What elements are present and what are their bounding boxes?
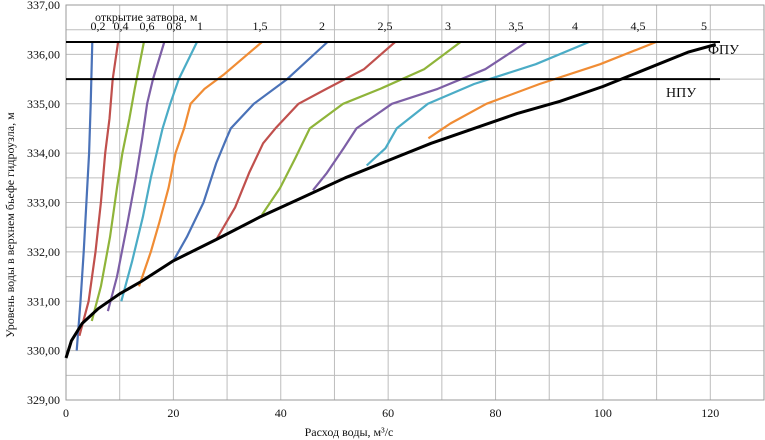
series-label: 4,5: [631, 19, 646, 33]
series-line-1-5: [137, 41, 263, 287]
x-tick-label: 0: [63, 406, 69, 420]
plot-frame: [65, 4, 765, 401]
y-tick-label: 330,00: [27, 344, 60, 358]
series-label: 0,2: [91, 19, 106, 33]
series-label: 1,5: [253, 19, 268, 33]
series-line-0-8: [106, 41, 166, 312]
series-label: 0,8: [167, 19, 182, 33]
x-tick-label: 120: [701, 406, 719, 420]
series-label: 0,6: [140, 19, 155, 33]
plot-area: [65, 4, 765, 401]
series-line-3: [261, 41, 462, 216]
series-line-0-2: [75, 41, 94, 351]
series-label: 3: [445, 19, 451, 33]
series-label: 2: [319, 19, 325, 33]
series-labels: 0,2 0,4 0,6 0,8 1 1,5 2 2,5 3 3,5 4 4,5 5: [91, 19, 708, 33]
series-line-4-5: [427, 40, 657, 140]
envelope-curve: [64, 43, 717, 359]
y-tick-label: 334,00: [27, 146, 60, 160]
series-label: 0,4: [114, 19, 129, 33]
series-line-0-6: [90, 41, 145, 322]
reference-label-0: ФПУ: [708, 43, 739, 58]
series-label: 1: [197, 19, 203, 33]
y-tick-label: 332,00: [27, 245, 60, 259]
series-layer: [64, 40, 717, 359]
series-line-3-5: [312, 41, 528, 191]
x-tick-label: 80: [490, 406, 502, 420]
reference-label-1: НПУ: [666, 86, 696, 101]
series-line-4: [365, 40, 590, 167]
series-label: 4: [572, 19, 578, 33]
y-tick-label: 336,00: [27, 47, 60, 61]
series-line-2-5: [215, 41, 396, 241]
series-line-1: [120, 41, 198, 302]
y-tick-label: 333,00: [27, 196, 60, 210]
series-label: 5: [701, 19, 707, 33]
y-tick-label: 329,00: [27, 393, 60, 407]
y-axis-label: Уровень воды в верхнем бьефе гидроузла, …: [3, 112, 17, 338]
series-line-2: [172, 41, 329, 262]
x-tick-label: 20: [167, 406, 179, 420]
series-label: 3,5: [509, 19, 524, 33]
y-tick-label: 337,00: [27, 0, 60, 12]
x-axis-label: Расход воды, м³/с: [305, 425, 394, 439]
y-tick-label: 335,00: [27, 97, 60, 111]
x-tick-label: 100: [594, 406, 612, 420]
tick-labels: 0 20 40 60 80 100 120 329,00 330,00 331,00 332,00 3…: [27, 0, 719, 420]
series-label: 2,5: [378, 19, 393, 33]
opening-caption: открытие затвора, м: [95, 10, 198, 24]
x-tick-label: 40: [275, 406, 287, 420]
reference-lines: ФПУ НПУ: [66, 41, 739, 101]
x-tick-label: 60: [382, 406, 394, 420]
series-line-0-4: [78, 41, 120, 337]
y-tick-label: 331,00: [27, 294, 60, 308]
